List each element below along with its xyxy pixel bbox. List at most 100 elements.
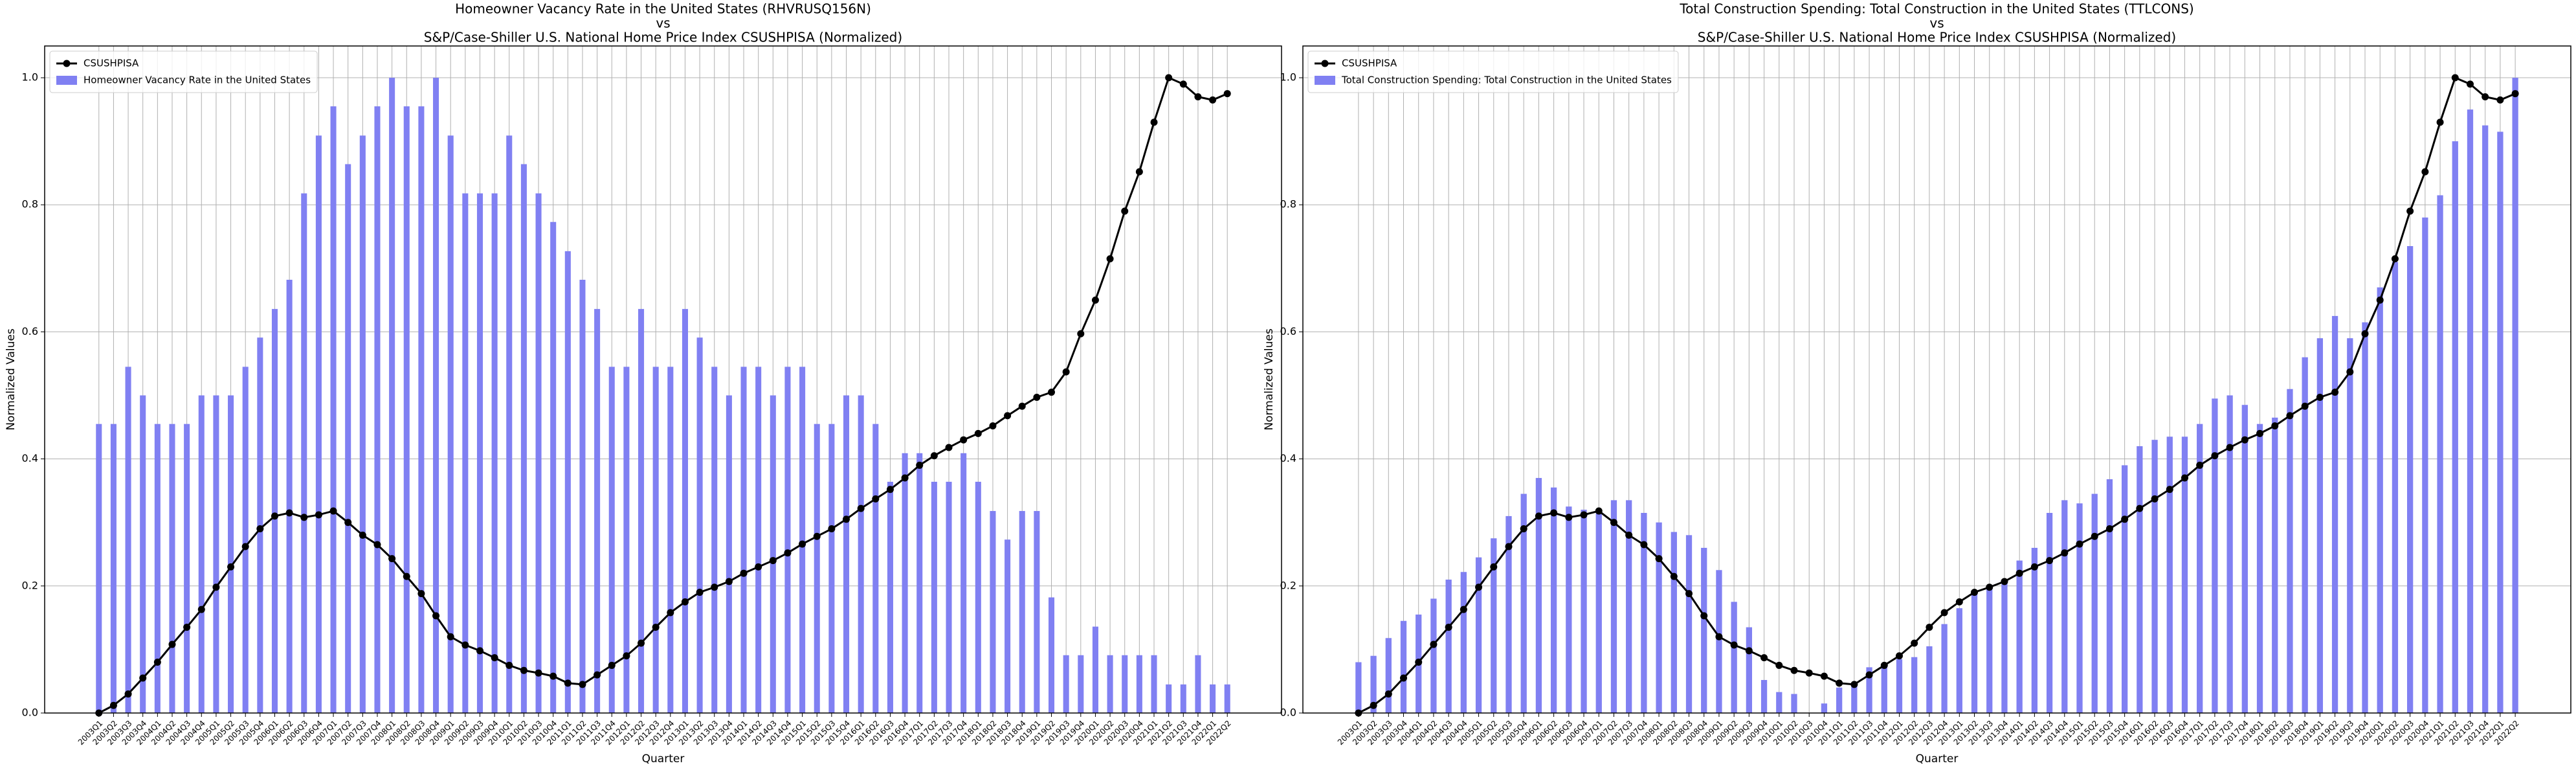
line-marker xyxy=(769,557,777,565)
bar xyxy=(608,367,615,713)
bar xyxy=(1505,515,1512,713)
line-marker xyxy=(1062,368,1070,376)
chart-title: Homeowner Vacancy Rate in the United Sta… xyxy=(455,1,871,17)
bar xyxy=(726,395,732,713)
bar xyxy=(476,193,483,714)
line-marker xyxy=(1179,80,1187,88)
line-marker xyxy=(1670,572,1678,580)
line-marker xyxy=(1223,90,1231,98)
legend-swatch xyxy=(56,76,77,85)
line-marker xyxy=(388,555,396,563)
bar xyxy=(184,424,190,713)
line-marker xyxy=(271,512,278,520)
line-marker xyxy=(1685,590,1693,598)
bar xyxy=(140,395,146,713)
y-tick-label: 0.6 xyxy=(22,325,38,337)
line-marker xyxy=(1820,672,1828,680)
bar xyxy=(652,367,659,713)
line-marker xyxy=(535,669,542,677)
bar xyxy=(814,424,820,713)
bar xyxy=(154,424,161,713)
bar xyxy=(1595,510,1602,713)
bar xyxy=(1656,522,1662,713)
line-marker xyxy=(784,549,792,557)
line-marker xyxy=(417,590,425,598)
bar xyxy=(579,279,586,713)
line-marker xyxy=(652,624,660,631)
y-tick-label: 0.4 xyxy=(1280,452,1296,464)
bar xyxy=(1626,500,1632,713)
line-marker xyxy=(1550,509,1558,517)
line-marker xyxy=(2466,80,2474,88)
line-marker xyxy=(476,647,483,655)
bar xyxy=(535,193,542,714)
bar xyxy=(1400,620,1407,713)
bar xyxy=(1224,684,1230,713)
line-marker xyxy=(1745,647,1753,655)
line-marker xyxy=(1836,679,1843,687)
legend-swatch xyxy=(1315,76,1335,85)
line-marker xyxy=(886,486,894,493)
y-tick-label: 0.2 xyxy=(1280,579,1296,591)
bar xyxy=(2407,246,2414,713)
line-marker xyxy=(608,661,616,669)
bar xyxy=(125,367,131,713)
line-marker xyxy=(2121,515,2129,523)
bar xyxy=(1034,511,1040,713)
line-marker xyxy=(197,606,205,613)
line-marker xyxy=(696,589,704,596)
line-marker xyxy=(241,543,249,550)
bar xyxy=(1926,646,1933,713)
line-marker xyxy=(1004,412,1012,420)
bar xyxy=(1685,535,1693,713)
line-marker xyxy=(2196,461,2204,469)
bar xyxy=(2497,131,2504,713)
line-marker xyxy=(2316,393,2324,401)
line-marker xyxy=(2421,168,2429,176)
line-marker xyxy=(1033,393,1041,401)
y-tick-label: 1.0 xyxy=(1280,71,1296,84)
line-marker xyxy=(1715,633,1723,640)
bar xyxy=(2422,217,2428,713)
bar xyxy=(1641,513,1647,713)
bar xyxy=(403,106,410,713)
bar xyxy=(1491,538,1497,713)
y-axis-label: Normalized Values xyxy=(5,328,17,430)
line-marker xyxy=(461,641,469,649)
bar xyxy=(359,135,366,714)
bar xyxy=(1610,500,1617,713)
line-marker xyxy=(857,504,865,512)
line-marker xyxy=(638,639,645,647)
line-marker xyxy=(1775,661,1783,669)
bar xyxy=(1941,624,1948,713)
bar xyxy=(271,309,278,714)
line-marker xyxy=(520,666,527,674)
line xyxy=(1358,76,2516,714)
line-marker xyxy=(1018,402,1026,410)
bar xyxy=(2166,436,2173,713)
bar xyxy=(2226,395,2233,713)
bar xyxy=(2302,357,2308,713)
line-marker xyxy=(1150,119,1158,126)
bar xyxy=(1911,657,1918,713)
bar xyxy=(1107,655,1113,713)
line-marker xyxy=(1091,296,1099,304)
bar xyxy=(2467,109,2474,714)
line-marker xyxy=(901,474,909,482)
line-marker xyxy=(2166,486,2173,493)
line-marker xyxy=(447,633,454,640)
line-marker xyxy=(1209,96,1217,104)
line-marker xyxy=(755,563,762,571)
line-marker xyxy=(1971,589,1979,596)
line-marker xyxy=(1595,507,1603,515)
legend-label: Total Construction Spending: Total Const… xyxy=(1341,74,1672,86)
bar xyxy=(315,135,322,714)
bar xyxy=(491,193,498,714)
y-tick-label: 1.0 xyxy=(22,71,38,84)
bar xyxy=(286,279,293,713)
bar xyxy=(1092,626,1098,713)
line-marker xyxy=(550,672,557,680)
plot-frame xyxy=(44,45,1282,714)
bar xyxy=(1986,585,1993,713)
y-axis-label: Normalized Values xyxy=(1263,328,1276,430)
